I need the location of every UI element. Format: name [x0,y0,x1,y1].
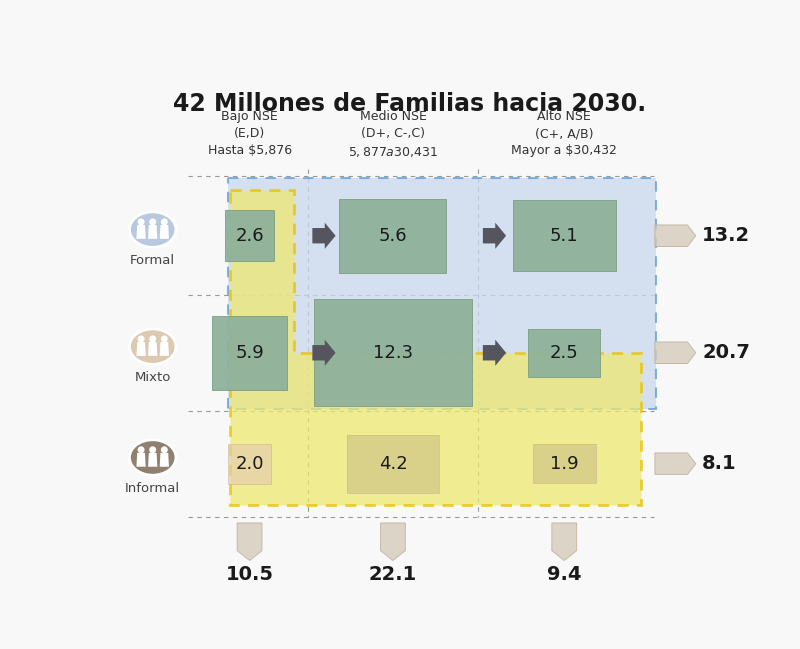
Bar [339,199,446,273]
Bar [346,435,439,493]
Text: 5.1: 5.1 [550,227,578,245]
Text: 10.5: 10.5 [226,565,274,584]
Polygon shape [312,223,336,249]
Text: Informal: Informal [125,482,180,495]
Polygon shape [137,342,146,356]
Bar [513,201,616,271]
Bar [513,201,616,271]
Circle shape [138,447,145,453]
Text: Alto NSE
(C+, A/B)
Mayor a $30,432: Alto NSE (C+, A/B) Mayor a $30,432 [511,110,617,157]
Bar [228,444,271,484]
Polygon shape [148,225,158,239]
Text: 2.6: 2.6 [235,227,264,245]
Text: 5.9: 5.9 [235,344,264,361]
Bar [314,299,472,406]
Polygon shape [160,225,169,239]
Circle shape [161,219,168,225]
Bar [528,328,600,377]
Polygon shape [655,342,696,363]
Polygon shape [230,190,641,505]
Text: 42 Millones de Familias hacia 2030.: 42 Millones de Familias hacia 2030. [174,92,646,116]
Bar [228,178,657,409]
Circle shape [150,447,156,453]
Text: 9.4: 9.4 [547,565,582,584]
Polygon shape [552,523,577,561]
Polygon shape [148,453,158,467]
Text: Medio NSE
(D+, C-,C)
$5,877 a $30,431: Medio NSE (D+, C-,C) $5,877 a $30,431 [348,110,438,158]
Ellipse shape [130,440,176,475]
Polygon shape [148,342,158,356]
Polygon shape [160,453,169,467]
Polygon shape [137,453,146,467]
Text: 20.7: 20.7 [702,343,750,362]
Text: 2.0: 2.0 [235,455,264,472]
Bar [212,315,287,390]
Bar [225,210,274,261]
Bar [212,315,287,390]
Polygon shape [483,339,506,366]
Text: 13.2: 13.2 [702,227,750,245]
Polygon shape [237,523,262,561]
Ellipse shape [130,212,176,247]
Text: 2.5: 2.5 [550,344,578,361]
Text: 8.1: 8.1 [702,454,737,473]
Bar [528,328,600,377]
Bar [533,444,596,483]
Bar [314,299,472,406]
Circle shape [138,336,145,343]
Polygon shape [655,225,696,247]
Polygon shape [381,523,406,561]
Text: 5.6: 5.6 [378,227,407,245]
Text: 4.2: 4.2 [378,455,407,472]
Text: 22.1: 22.1 [369,565,417,584]
Circle shape [161,447,168,453]
Polygon shape [483,223,506,249]
Circle shape [150,219,156,225]
Circle shape [150,336,156,343]
Bar [339,199,446,273]
Bar [346,435,439,493]
Text: Formal: Formal [130,254,175,267]
Polygon shape [655,453,696,474]
Polygon shape [160,342,169,356]
Text: Mixto: Mixto [134,371,171,384]
Bar [533,444,596,483]
Polygon shape [137,225,146,239]
Ellipse shape [130,329,176,364]
Text: Bajo NSE
(E,D)
Hasta $5,876: Bajo NSE (E,D) Hasta $5,876 [207,110,292,157]
Circle shape [138,219,145,225]
Circle shape [161,336,168,343]
Text: 12.3: 12.3 [373,344,413,361]
Text: 1.9: 1.9 [550,455,578,472]
Polygon shape [312,339,336,366]
Bar [225,210,274,261]
